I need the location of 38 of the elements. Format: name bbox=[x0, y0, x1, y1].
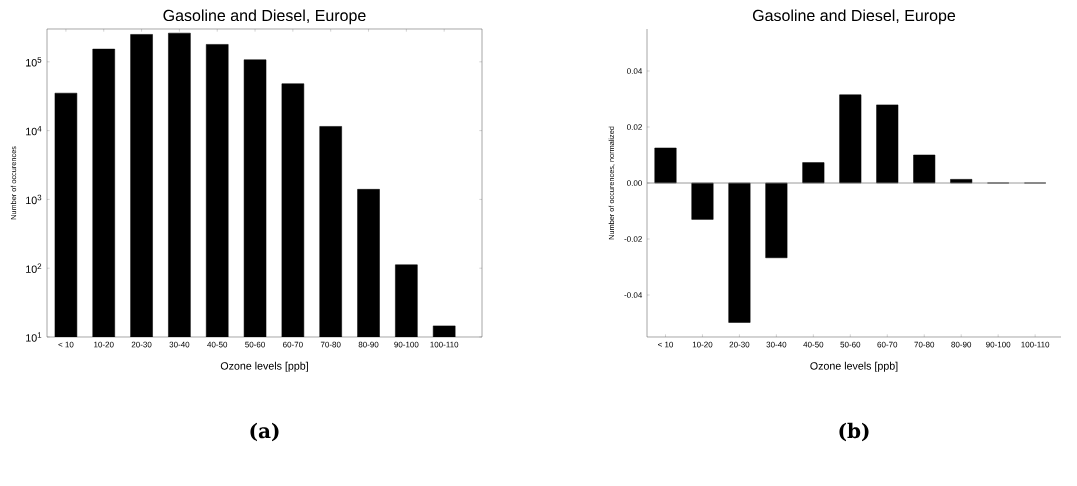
y-tick-label: 10$^{4}$ bbox=[26, 125, 42, 136]
x-tick-label: 40-50 bbox=[207, 341, 228, 348]
chart-title: Gasoline and Diesel, Europe bbox=[163, 9, 366, 25]
x-tick-label: 80-90 bbox=[951, 341, 972, 348]
x-tick-label: 10-20 bbox=[692, 341, 713, 348]
x-tick-label: 10-20 bbox=[94, 341, 114, 348]
x-tick-label: 30-40 bbox=[766, 341, 787, 348]
y-tick-label: 10$^{3}$ bbox=[26, 194, 42, 205]
x-tick-label: 90-100 bbox=[394, 341, 419, 348]
x-tick-label: 20-30 bbox=[131, 341, 152, 348]
y-tick-label: 0.00 bbox=[627, 180, 642, 186]
x-tick-label: < 10 bbox=[657, 341, 674, 348]
y-tick-label: 10$^{2}$ bbox=[26, 263, 42, 273]
x-tick-label: 40-50 bbox=[803, 341, 824, 348]
y-tick-label: 0.02 bbox=[627, 124, 642, 130]
x-tick-label: < 10 bbox=[58, 341, 74, 348]
x-tick-label: 20-30 bbox=[729, 341, 750, 348]
text: (a) bbox=[250, 422, 279, 442]
x-tick-label: 30-40 bbox=[169, 341, 190, 348]
x-tick-label: 50-60 bbox=[840, 341, 861, 348]
y-tick-label: 10$^{5}$ bbox=[26, 57, 42, 67]
x-axis-title: Ozone levels [ppb] bbox=[220, 361, 308, 372]
x-tick-label: 70-80 bbox=[914, 341, 935, 348]
x-tick-label: 90-100 bbox=[986, 341, 1011, 348]
y-tick-label: 10$^{1}$ bbox=[26, 332, 42, 342]
x-tick-label: 100-110 bbox=[430, 341, 459, 348]
text: (b) bbox=[839, 422, 869, 442]
x-tick-label: 60-70 bbox=[877, 341, 898, 348]
x-tick-label: 60-70 bbox=[283, 341, 303, 348]
x-tick-label: 50-60 bbox=[245, 341, 265, 348]
x-tick-label: 80-90 bbox=[358, 341, 379, 348]
y-tick-label: -0.02 bbox=[624, 236, 642, 242]
chart-title: Gasoline and Diesel, Europe bbox=[752, 9, 956, 25]
y-tick-label: -0.04 bbox=[624, 292, 643, 298]
x-axis-title: Ozone levels [ppb] bbox=[810, 361, 898, 372]
x-tick-label: 100-110 bbox=[1021, 341, 1050, 348]
x-tick-label: 70-80 bbox=[320, 341, 341, 348]
y-tick-label: 0.04 bbox=[627, 68, 643, 74]
